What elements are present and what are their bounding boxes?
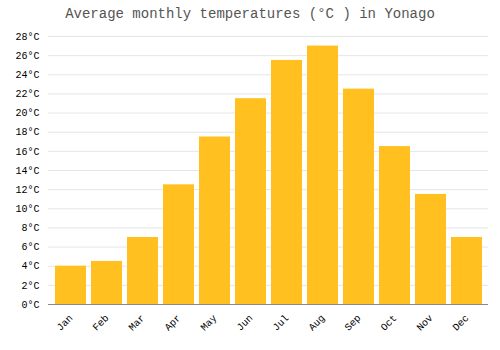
svg-text:Nov: Nov (415, 313, 436, 334)
svg-text:6°C: 6°C (21, 242, 39, 253)
svg-text:14°C: 14°C (15, 166, 39, 177)
svg-text:12°C: 12°C (15, 185, 39, 196)
svg-text:24°C: 24°C (15, 70, 39, 81)
svg-text:26°C: 26°C (15, 51, 39, 62)
svg-text:28°C: 28°C (15, 32, 39, 43)
svg-text:18°C: 18°C (15, 127, 39, 138)
svg-text:Feb: Feb (91, 313, 112, 334)
svg-text:May: May (199, 313, 220, 334)
svg-text:10°C: 10°C (15, 204, 39, 215)
svg-text:20°C: 20°C (15, 108, 39, 119)
svg-text:4°C: 4°C (21, 261, 39, 272)
svg-text:Jun: Jun (235, 313, 256, 334)
svg-text:Mar: Mar (127, 313, 148, 334)
svg-text:0°C: 0°C (21, 300, 39, 311)
svg-text:Apr: Apr (163, 313, 184, 334)
svg-text:Sep: Sep (343, 313, 364, 334)
svg-text:Dec: Dec (451, 313, 472, 334)
svg-text:22°C: 22°C (15, 89, 39, 100)
svg-text:Oct: Oct (379, 313, 400, 334)
svg-text:8°C: 8°C (21, 223, 39, 234)
svg-text:16°C: 16°C (15, 147, 39, 158)
svg-text:Jan: Jan (55, 313, 76, 334)
svg-text:Jul: Jul (271, 313, 292, 334)
svg-text:Aug: Aug (307, 313, 328, 334)
svg-text:2°C: 2°C (21, 281, 39, 292)
html-text:Average monthly temperatures (: Average monthly temperatures (°C ) in Yo… (65, 6, 435, 22)
